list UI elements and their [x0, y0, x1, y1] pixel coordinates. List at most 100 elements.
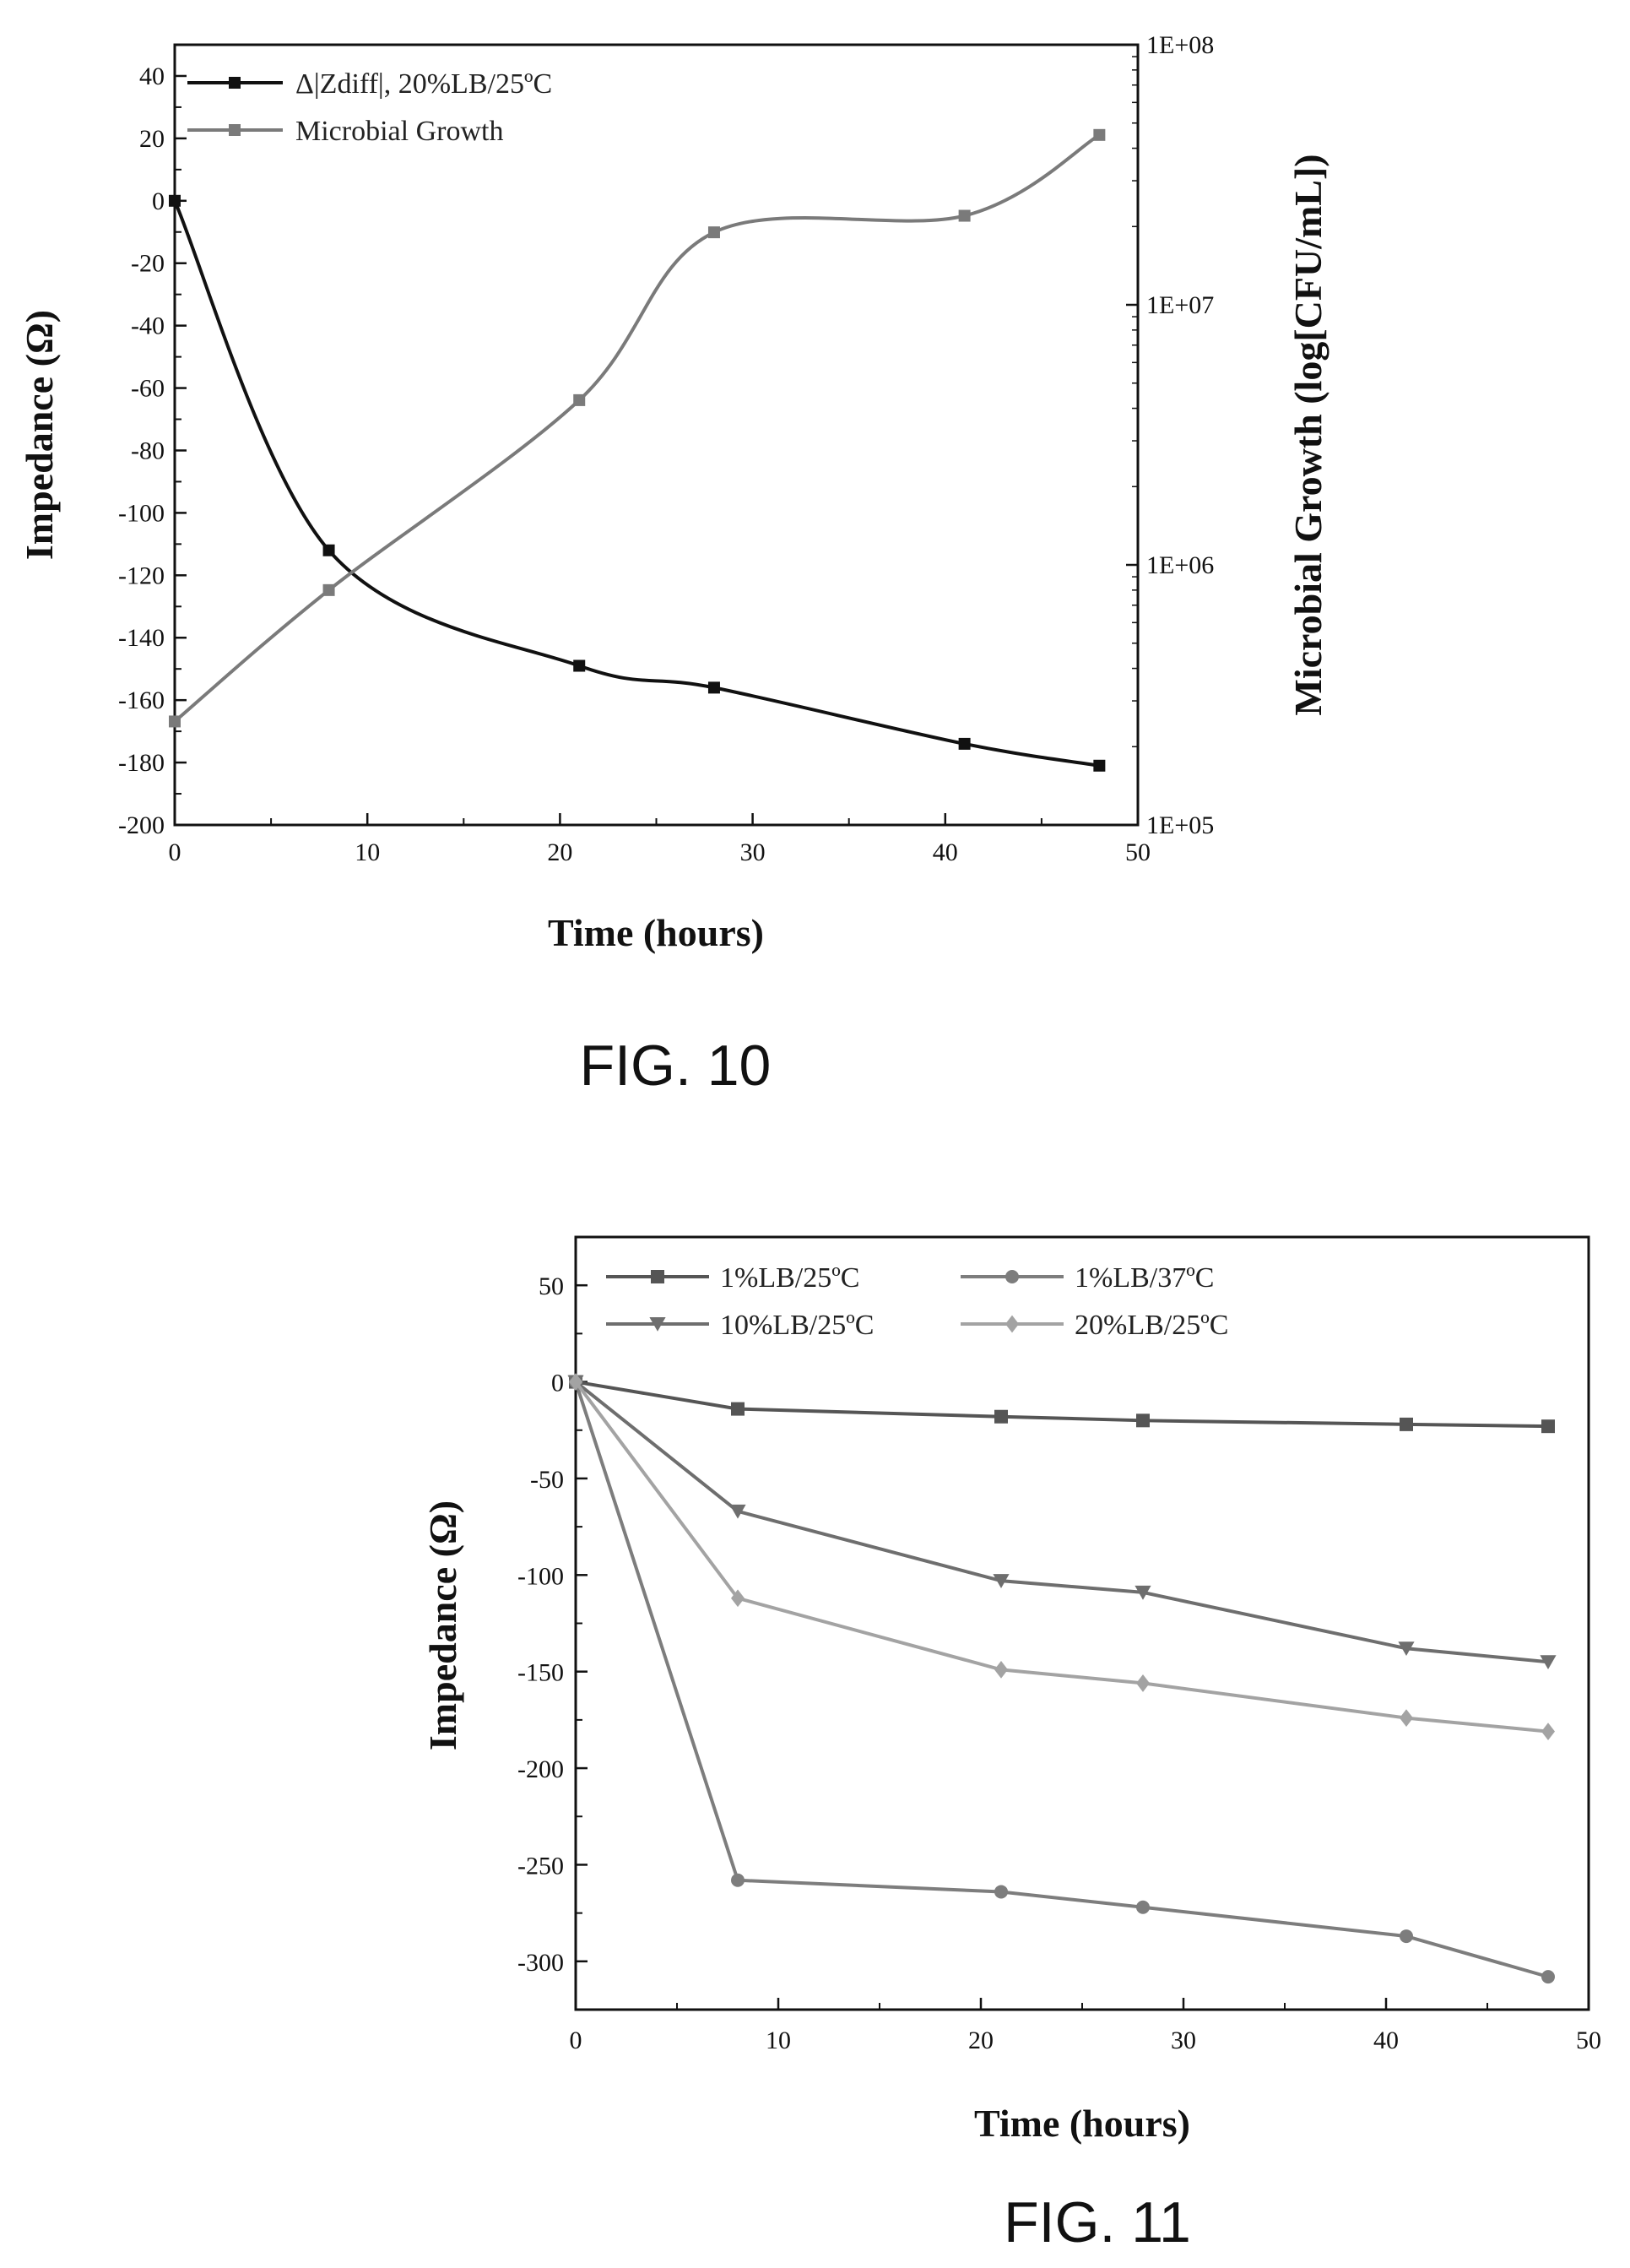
fig11-x-axis-title: Time (hours): [974, 2102, 1190, 2145]
fig11-series-1-point: [1400, 1929, 1413, 1944]
fig10-y-tick-label: -40: [131, 312, 165, 340]
fig10-y-tick-label: -100: [118, 499, 165, 527]
fig11-x-axis: 0 10 20 30 40 50: [570, 1998, 1601, 2054]
fig10-y-tick-label: -20: [131, 250, 165, 278]
fig10-y2-tick-label: 1E+08: [1146, 31, 1214, 59]
fig11-series-1-line: [574, 1381, 1549, 1979]
fig10-y-tick-label: -140: [118, 624, 165, 652]
fig11-y-tick-label: -200: [517, 1755, 564, 1783]
fig11-series-1-point: [1136, 1900, 1150, 1914]
fig10-x-tick-label: 10: [355, 838, 380, 866]
fig11-y-tick-label: -50: [530, 1466, 564, 1494]
fig11-legend-label: 20%LB/25ºC: [1075, 1310, 1228, 1341]
fig11-series-layer: [567, 1373, 1557, 1984]
fig11-series-2-point: [1540, 1655, 1557, 1670]
fig10-y2-axis-title: Microbial Growth (log[CFU/mL]): [1286, 154, 1329, 715]
fig10-series-0-line: [173, 199, 1100, 768]
fig10-y-tick-label: -80: [131, 437, 165, 464]
fig10-series-0-point: [169, 194, 181, 207]
fig11-series-2-point: [993, 1574, 1010, 1588]
fig10-y-tick-label: -180: [118, 749, 165, 777]
fig10-series-1-point: [322, 583, 335, 596]
fig11-series-1-point: [731, 1873, 745, 1887]
fig10-legend-marker: [229, 124, 241, 136]
fig10-series-1-point: [707, 226, 720, 239]
fig11-series-2-point: [1135, 1585, 1151, 1600]
fig11-y-tick-label: 0: [551, 1370, 564, 1397]
fig10-y-tick-label: 20: [139, 125, 165, 153]
fig10-caption: FIG. 10: [580, 1034, 772, 1098]
fig11-series-1-point: [1541, 1970, 1555, 1984]
fig11-chart: 50 0 -50 -100 -150 -200 -250 -300 0 10 20 30 40 50 1…: [421, 1235, 1601, 2145]
fig11-series-3-point: [1136, 1674, 1150, 1692]
fig10-series-0-point: [573, 659, 586, 672]
fig11-series-0-point: [1136, 1413, 1150, 1428]
fig10-y-axis-title: Impedance (Ω): [18, 310, 61, 560]
fig10-y-tick-label: -200: [118, 811, 165, 839]
fig10-x-tick-label: 30: [740, 838, 766, 866]
fig10-y-tick-label: 40: [139, 62, 165, 90]
fig10-legend: Δ|Zdiff|, 20%LB/25ºC Microbial Growth: [187, 68, 552, 147]
fig11-x-tick-label: 20: [968, 2027, 994, 2054]
fig10-legend-marker: [229, 77, 241, 89]
fig11-x-tick-label: 10: [766, 2027, 791, 2054]
fig11-plot-frame: [574, 1235, 1590, 2011]
fig10-y2-tick-label: 1E+05: [1146, 811, 1214, 839]
fig10-series-1-line: [173, 133, 1101, 723]
fig11-caption: FIG. 11: [1004, 2190, 1191, 2254]
fig10-x-tick-label: 50: [1125, 838, 1151, 866]
fig10-legend-label: Microbial Growth: [295, 116, 503, 147]
fig10-y-tick-label: -120: [118, 562, 165, 589]
fig11-y-tick-label: -300: [517, 1949, 564, 1977]
fig11-x-tick-label: 40: [1373, 2027, 1399, 2054]
fig11-x-tick-label: 50: [1576, 2027, 1601, 2054]
fig10-y2-tick-label: 1E+06: [1146, 551, 1214, 579]
fig10-y-tick-label: 0: [152, 187, 165, 215]
fig10-series-1-point: [573, 393, 586, 406]
fig10-series-layer: [169, 128, 1106, 772]
fig10-y-tick-label: -60: [131, 375, 165, 403]
fig11-legend-marker: [1005, 1270, 1019, 1283]
fig10-series-0-point: [1093, 759, 1106, 772]
fig11-y-tick-label: 50: [539, 1272, 564, 1300]
fig11-series-3-point: [994, 1661, 1008, 1679]
fig11-x-tick-label: 30: [1171, 2027, 1196, 2054]
fig11-series-0-point: [1541, 1419, 1555, 1434]
fig11-legend-marker: [649, 1317, 666, 1332]
fig11-legend-label: 1%LB/37ºC: [1075, 1262, 1214, 1294]
fig10-x-axis-title: Time (hours): [548, 911, 764, 954]
fig10-series-0-point: [707, 681, 720, 694]
fig11-series-2-point: [729, 1504, 746, 1519]
fig11-y-tick-label: -100: [517, 1562, 564, 1590]
fig10-y2-tick-label: 1E+07: [1146, 291, 1214, 319]
fig11-series-3-line: [574, 1381, 1549, 1734]
fig10-y-tick-label: -160: [118, 686, 165, 714]
fig11-y-axis-title: Impedance (Ω): [421, 1500, 464, 1750]
fig11-series-0-point: [731, 1402, 745, 1416]
fig11-legend: 1%LB/25ºC 1%LB/37ºC 10%LB/25ºC 20%LB/25ºC: [606, 1262, 1228, 1341]
fig11-series-1-point: [994, 1885, 1008, 1899]
fig10-x-tick-label: 20: [547, 838, 572, 866]
fig11-y-tick-label: -150: [517, 1659, 564, 1687]
fig10-x-tick-label: 0: [169, 838, 181, 866]
fig11-legend-marker: [1005, 1315, 1019, 1333]
fig11-series-3-point: [569, 1373, 582, 1391]
fig10-x-axis: 0 10 20 30 40 50: [169, 813, 1151, 866]
fig11-y-axis: 50 0 -50 -100 -150 -200 -250 -300: [517, 1272, 588, 1977]
fig10-left-axis: 40 20 0 -20 -40 -60 -80 -100 -120 -140 -160 -180 -20…: [118, 62, 187, 839]
fig10-series-1-point: [1093, 128, 1106, 141]
fig11-series-0-point: [1400, 1417, 1413, 1431]
fig11-x-tick-label: 0: [570, 2027, 582, 2054]
fig10-series-1-point: [958, 209, 971, 222]
fig11-legend-label: 10%LB/25ºC: [720, 1310, 874, 1341]
fig10-chart: 40 20 0 -20 -40 -60 -80 -100 -120 -140 -160 -180 -20…: [18, 31, 1329, 954]
fig11-series-0-point: [994, 1409, 1008, 1424]
fig11-series-0-line: [575, 1380, 1549, 1429]
fig11-series-3-point: [1541, 1723, 1555, 1740]
fig11-legend-label: 1%LB/25ºC: [720, 1262, 859, 1294]
fig11-legend-marker: [651, 1270, 664, 1283]
fig11-series-3-point: [731, 1589, 745, 1608]
fig11-series-3-point: [1400, 1709, 1413, 1727]
fig11-y-tick-label: -250: [517, 1852, 564, 1880]
